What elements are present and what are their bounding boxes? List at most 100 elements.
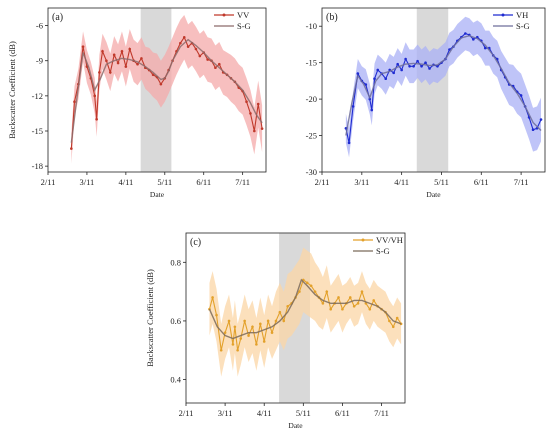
data-point	[464, 32, 467, 35]
data-point	[370, 108, 374, 112]
data-point	[351, 105, 355, 108]
legend-label: VH	[516, 10, 528, 20]
smoothed-series-line	[345, 34, 542, 136]
y-tick-label: -15	[306, 58, 317, 68]
data-point	[214, 66, 217, 70]
data-point	[227, 319, 231, 323]
data-point	[179, 41, 182, 45]
data-point	[101, 50, 104, 53]
data-point	[384, 77, 388, 81]
panel-label: (b)	[326, 12, 338, 23]
legend-marker	[501, 13, 505, 17]
data-point	[404, 57, 407, 61]
data-point	[396, 62, 399, 66]
y-tick-label: -18	[32, 161, 43, 171]
data-point	[108, 71, 112, 74]
x-tick-label: 5/11	[296, 408, 311, 418]
data-point	[116, 61, 120, 65]
legend-marker	[361, 238, 365, 242]
x-axis-label: Date	[426, 190, 441, 199]
data-point	[73, 100, 76, 104]
y-tick-label: 0.6	[170, 316, 181, 326]
data-point	[136, 62, 139, 66]
data-point	[531, 128, 535, 132]
data-point	[112, 53, 116, 57]
data-point	[231, 343, 235, 346]
data-point	[198, 54, 202, 58]
legend-label: VV/VH	[376, 235, 403, 245]
data-point	[472, 38, 475, 41]
x-tick-label: 3/11	[354, 177, 369, 187]
x-tick-label: 7/11	[235, 177, 250, 187]
y-tick-label: -9	[36, 56, 43, 66]
y-tick-label: -25	[306, 131, 317, 141]
x-tick-label: 5/11	[434, 177, 449, 187]
y-tick-label: 0.4	[170, 375, 181, 385]
y-tick-label: -10	[306, 21, 317, 31]
data-point	[298, 290, 301, 293]
data-point	[219, 348, 223, 352]
data-point	[368, 307, 372, 311]
data-point	[483, 46, 487, 50]
panel-label: (a)	[52, 12, 63, 23]
x-axis-label: Date	[288, 421, 303, 430]
panel-label: (c)	[190, 237, 201, 248]
data-point	[305, 281, 309, 285]
y-tick-label: 0.8	[170, 257, 181, 267]
data-point	[392, 71, 395, 75]
data-point	[95, 117, 98, 121]
y-tick-label: -20	[306, 94, 317, 104]
data-point	[206, 58, 209, 61]
data-point	[309, 284, 313, 288]
data-point	[151, 73, 155, 77]
data-point	[70, 147, 73, 150]
panel-b: 2/11 3/11 4/11 5/11 6/11 7/11 -30 -25 -20 -15 -10 D…	[306, 7, 546, 199]
data-point	[253, 129, 256, 133]
data-point	[356, 72, 360, 75]
plot-frame	[47, 7, 267, 173]
y-tick-label: -30	[306, 167, 317, 177]
data-point	[211, 296, 214, 299]
data-point	[182, 35, 186, 39]
data-point	[249, 112, 252, 115]
data-point	[400, 68, 403, 72]
data-point	[243, 319, 246, 323]
data-point	[239, 337, 243, 340]
x-tick-label: 2/11	[41, 177, 56, 187]
y-axis-label: Backscatter Coefficient (dB)	[145, 269, 155, 367]
data-point	[391, 325, 395, 329]
x-tick-label: 4/11	[118, 177, 133, 187]
data-point	[325, 290, 329, 293]
data-point	[81, 45, 85, 48]
data-point	[412, 65, 415, 68]
x-tick-label: 7/11	[514, 177, 529, 187]
data-point	[424, 61, 427, 64]
data-point	[278, 310, 282, 314]
data-point	[360, 290, 364, 293]
data-point	[256, 102, 260, 106]
uncertainty-band	[345, 16, 542, 158]
data-point	[105, 59, 108, 63]
data-point	[140, 57, 143, 60]
data-point	[282, 319, 286, 323]
data-point	[217, 62, 221, 66]
x-tick-label: 3/11	[218, 408, 233, 418]
y-axis-label: Backscatter Coefficient (dB)	[7, 41, 17, 139]
x-tick-label: 2/11	[315, 177, 330, 187]
legend-label: VV	[237, 10, 250, 20]
uncertainty-band	[71, 15, 263, 164]
data-point	[329, 307, 332, 311]
data-point	[539, 118, 543, 121]
data-point	[519, 94, 523, 97]
data-point	[223, 331, 227, 334]
data-point	[262, 340, 266, 343]
data-point	[266, 319, 270, 323]
data-point	[348, 296, 352, 299]
data-point	[251, 325, 254, 329]
panel-a: 2/11 3/11 4/11 5/11 6/11 7/11 -18 -15 -12 -9 -6 Dat…	[7, 7, 267, 199]
data-point	[341, 307, 344, 311]
data-point	[337, 296, 340, 299]
data-point	[356, 302, 360, 305]
data-point	[352, 304, 356, 308]
